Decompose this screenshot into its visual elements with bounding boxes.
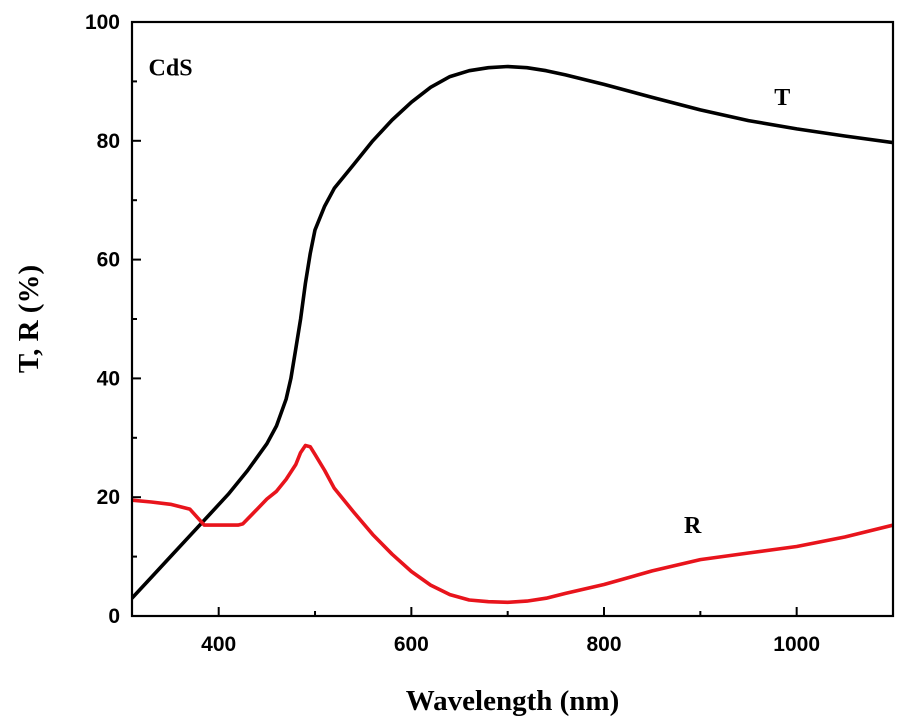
y-tick-label: 100	[85, 11, 120, 34]
x-tick-label: 400	[201, 633, 236, 656]
x-tick-label: 1000	[773, 633, 820, 656]
annotation-t: T	[774, 85, 790, 111]
annotation-cds: CdS	[149, 55, 193, 81]
y-tick-label: 60	[97, 249, 120, 272]
annotation-r: R	[684, 513, 702, 539]
y-axis-title: T, R (%)	[13, 265, 45, 373]
annotations: CdS T R	[149, 55, 791, 538]
tick-labels: 400 600 800 1000 0 20 40 60 80 100	[85, 11, 820, 656]
y-tick-label: 80	[97, 130, 120, 153]
y-tick-label: 40	[97, 367, 120, 390]
series-line-T	[132, 64, 893, 600]
plot-series	[132, 64, 893, 605]
y-tick-label: 20	[97, 486, 120, 509]
x-tick-label: 800	[586, 633, 621, 656]
plot-frame	[130, 20, 895, 618]
x-axis-title: Wavelength (nm)	[406, 685, 619, 717]
x-tick-label: 600	[394, 633, 429, 656]
series-line-R	[132, 443, 893, 605]
y-tick-label: 0	[108, 605, 120, 628]
